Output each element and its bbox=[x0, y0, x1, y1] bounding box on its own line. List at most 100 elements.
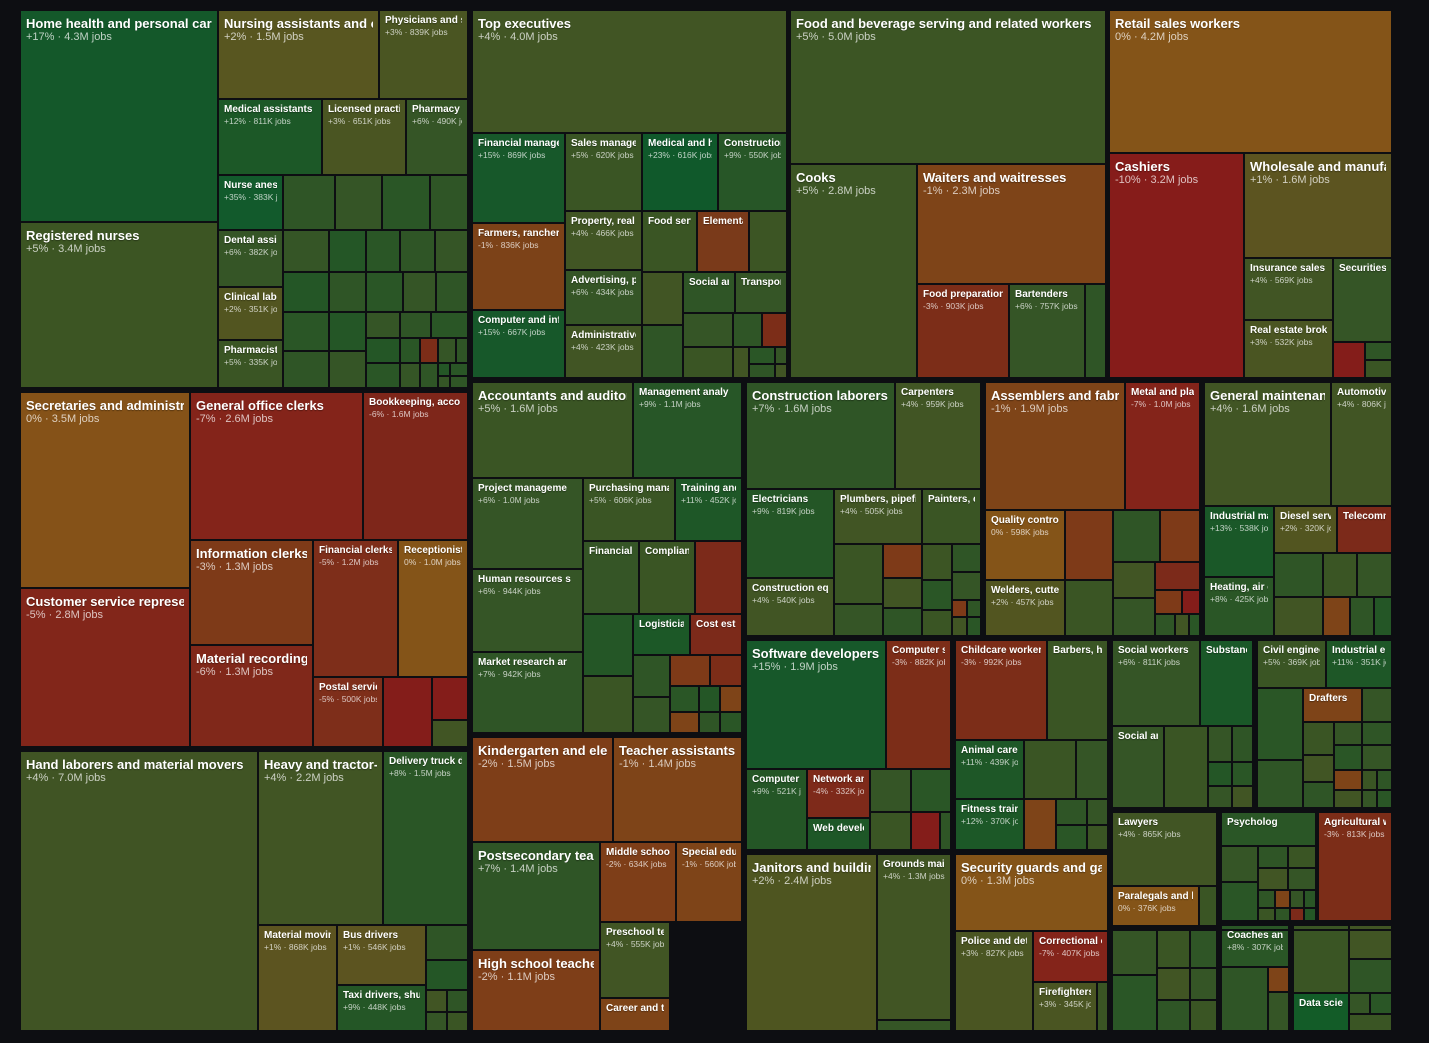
treemap-tile-minor[interactable] bbox=[1232, 726, 1253, 762]
treemap-tile-minor[interactable] bbox=[1303, 755, 1334, 782]
treemap-tile-minor[interactable] bbox=[420, 363, 438, 388]
treemap-tile-minor[interactable] bbox=[432, 720, 468, 747]
treemap-tile-minor[interactable] bbox=[382, 175, 430, 230]
treemap-tile-cooks[interactable]: Cooks +5% · 2.8M jobs bbox=[790, 164, 917, 378]
treemap-tile-customer-service-representatives[interactable]: Customer service represe -5% · 2.8M jobs bbox=[20, 588, 190, 747]
treemap-tile-minor[interactable] bbox=[1293, 925, 1349, 993]
treemap-tile-clinical-laboratory-technologists[interactable]: Clinical labor+2% · 351K jobs bbox=[218, 287, 283, 340]
treemap-tile-insurance-sales-agents[interactable]: Insurance sales a +4% · 569K jobs bbox=[1244, 258, 1333, 320]
treemap-tile-minor[interactable] bbox=[952, 572, 981, 600]
treemap-tile-barbers-hairdressers[interactable]: Barbers, ha bbox=[1047, 640, 1108, 740]
treemap-tile-minor[interactable] bbox=[749, 347, 775, 364]
treemap-tile-telecommunications-technicians[interactable]: Telecomm bbox=[1337, 506, 1392, 553]
treemap-tile-minor[interactable] bbox=[1268, 992, 1289, 1031]
treemap-tile-sales-managers[interactable]: Sales manager +5% · 620K jobs bbox=[565, 133, 642, 211]
treemap-tile-minor[interactable] bbox=[720, 712, 742, 733]
treemap-tile-minor[interactable] bbox=[749, 211, 787, 272]
treemap-tile-minor[interactable] bbox=[1365, 360, 1392, 378]
treemap-tile-minor[interactable] bbox=[883, 608, 922, 636]
treemap-tile-minor[interactable] bbox=[426, 960, 468, 990]
treemap-tile-minor[interactable] bbox=[438, 376, 450, 388]
treemap-tile-minor[interactable] bbox=[400, 338, 420, 363]
treemap-tile-drafters[interactable]: Drafters bbox=[1303, 688, 1362, 722]
treemap-tile-minor[interactable] bbox=[967, 617, 981, 636]
treemap-tile-minor[interactable] bbox=[1304, 890, 1316, 908]
treemap-tile-minor[interactable] bbox=[1258, 868, 1288, 890]
treemap-tile-bus-drivers[interactable]: Bus drivers +1% · 546K jobs bbox=[337, 925, 426, 985]
treemap-tile-electricians[interactable]: Electricians +9% · 819K jobs bbox=[746, 489, 834, 578]
treemap-tile-minor[interactable] bbox=[1258, 890, 1275, 908]
treemap-tile-minor[interactable] bbox=[403, 272, 436, 312]
treemap-tile-preschool-teachers[interactable]: Preschool tea+4% · 555K jobs bbox=[600, 922, 670, 998]
treemap-tile-minor[interactable] bbox=[775, 347, 787, 364]
treemap-tile-material-moving-machine-operators[interactable]: Material moving+1% · 868K jobs bbox=[258, 925, 337, 1031]
treemap-tile-janitors-and-building-cleaners[interactable]: Janitors and buildin +2% · 2.4M jobs bbox=[746, 854, 877, 1031]
treemap-tile-minor[interactable] bbox=[1155, 590, 1182, 614]
treemap-tile-minor[interactable] bbox=[1362, 722, 1392, 745]
treemap-tile-food-preparation-workers[interactable]: Food preparation -3% · 903K jobs bbox=[917, 284, 1009, 378]
treemap-tile-construction-laborers[interactable]: Construction laborers +7% · 1.6M jobs bbox=[746, 382, 895, 489]
treemap-tile-childcare-workers[interactable]: Childcare workers -3% · 992K jobs bbox=[955, 640, 1047, 740]
treemap-tile-minor[interactable] bbox=[642, 272, 683, 325]
treemap-tile-minor[interactable] bbox=[420, 338, 438, 363]
treemap-tile-coaches-and-scouts[interactable]: Coaches and+8% · 307K jobs bbox=[1221, 925, 1289, 967]
treemap-tile-metal-and-plastic-machine-workers[interactable]: Metal and plas -7% · 1.0M jobs bbox=[1125, 382, 1200, 510]
treemap-tile-minor[interactable] bbox=[1377, 790, 1392, 808]
treemap-tile-minor[interactable] bbox=[1232, 786, 1253, 808]
treemap-tile-minor[interactable] bbox=[1208, 786, 1232, 808]
treemap-tile-minor[interactable] bbox=[435, 230, 468, 272]
treemap-tile-minor[interactable] bbox=[432, 677, 468, 720]
treemap-tile-minor[interactable] bbox=[1274, 597, 1323, 636]
treemap-tile-minor[interactable] bbox=[1290, 908, 1304, 922]
treemap-tile-minor[interactable] bbox=[1113, 598, 1155, 636]
treemap-tile-welders-cutters[interactable]: Welders, cutter +2% · 457K jobs bbox=[985, 580, 1065, 636]
treemap-tile-minor[interactable] bbox=[952, 600, 967, 617]
treemap-tile-software-developers[interactable]: Software developers, +15% · 1.9M jobs bbox=[746, 640, 886, 769]
treemap-tile-minor[interactable] bbox=[1085, 284, 1106, 378]
treemap-tile-minor[interactable] bbox=[1208, 762, 1232, 786]
treemap-tile-human-resources-specialists[interactable]: Human resources s +6% · 944K jobs bbox=[472, 569, 583, 652]
treemap-tile-minor[interactable] bbox=[1087, 825, 1108, 850]
treemap-tile-purchasing-managers[interactable]: Purchasing manag+5% · 606K jobs bbox=[583, 478, 675, 541]
treemap-tile-nurse-anesthetists[interactable]: Nurse anestl+35% · 383K jobs bbox=[218, 175, 283, 230]
treemap-tile-special-education-teachers[interactable]: Special educ-1% · 560K jobs bbox=[676, 842, 742, 922]
treemap-tile-elementary-school-principals[interactable]: Elementa bbox=[697, 211, 749, 272]
treemap-tile-minor[interactable] bbox=[642, 325, 683, 378]
treemap-tile-psychologists[interactable]: Psycholog bbox=[1221, 812, 1316, 846]
treemap-tile-receptionists[interactable]: Receptionists0% · 1.0M jobs bbox=[398, 540, 468, 677]
treemap-tile-waiters-and-waitresses[interactable]: Waiters and waitresses -1% · 2.3M jobs bbox=[917, 164, 1106, 284]
treemap-tile-minor[interactable] bbox=[426, 925, 468, 960]
treemap-tile-minor[interactable] bbox=[1303, 782, 1334, 808]
treemap-tile-minor[interactable] bbox=[1208, 726, 1232, 762]
treemap-tile-minor[interactable] bbox=[1221, 967, 1268, 1031]
treemap-tile-hand-laborers-and-material-movers[interactable]: Hand laborers and material movers +4% · 7… bbox=[20, 751, 258, 1031]
treemap-tile-firefighters[interactable]: Firefighters+3% · 345K jobs bbox=[1033, 982, 1097, 1031]
treemap-tile-minor[interactable] bbox=[1175, 614, 1189, 636]
treemap-tile-financial-clerks[interactable]: Financial clerks -5% · 1.2M jobs bbox=[313, 540, 398, 677]
treemap-tile-minor[interactable] bbox=[1065, 510, 1113, 580]
treemap-tile-minor[interactable] bbox=[366, 230, 400, 272]
treemap-tile-physicians-and-surgeons[interactable]: Physicians and su+3% · 839K jobs bbox=[379, 10, 468, 99]
treemap-tile-social-workers[interactable]: Social workers +6% · 811K jobs bbox=[1112, 640, 1200, 726]
treemap-tile-construction-equipment-operators[interactable]: Construction equ +4% · 540K jobs bbox=[746, 578, 834, 636]
treemap-tile-middle-school-teachers[interactable]: Middle school -2% · 634K jobs bbox=[600, 842, 676, 922]
treemap-tile-minor[interactable] bbox=[699, 686, 720, 712]
treemap-tile-correctional-officers[interactable]: Correctional of-7% · 407K jobs bbox=[1033, 931, 1108, 982]
treemap-tile-minor[interactable] bbox=[952, 617, 967, 636]
treemap-tile-minor[interactable] bbox=[1349, 925, 1392, 959]
treemap-tile-minor[interactable] bbox=[283, 175, 335, 230]
treemap-tile-minor[interactable] bbox=[400, 230, 435, 272]
treemap-tile-minor[interactable] bbox=[1076, 740, 1108, 799]
treemap-tile-computer-support-specialists[interactable]: Computer su-3% · 882K jobs bbox=[886, 640, 951, 769]
treemap-tile-minor[interactable] bbox=[1056, 799, 1087, 825]
treemap-tile-secretaries-and-administrative-assistants[interactable]: Secretaries and administra 0% · 3.5M jobs bbox=[20, 392, 190, 588]
treemap-tile-real-estate-brokers[interactable]: Real estate broke +3% · 532K jobs bbox=[1244, 320, 1333, 378]
treemap-tile-minor[interactable] bbox=[1221, 882, 1258, 922]
treemap-tile-police-and-detectives[interactable]: Police and dete+3% · 827K jobs bbox=[955, 931, 1033, 1031]
treemap-tile-carpenters[interactable]: Carpenters +4% · 959K jobs bbox=[895, 382, 981, 489]
treemap-tile-minor[interactable] bbox=[1190, 1000, 1217, 1031]
treemap-tile-minor[interactable] bbox=[583, 614, 633, 676]
treemap-tile-minor[interactable] bbox=[447, 1012, 468, 1031]
treemap-tile-minor[interactable] bbox=[1155, 614, 1175, 636]
treemap-tile-minor[interactable] bbox=[1334, 770, 1362, 790]
